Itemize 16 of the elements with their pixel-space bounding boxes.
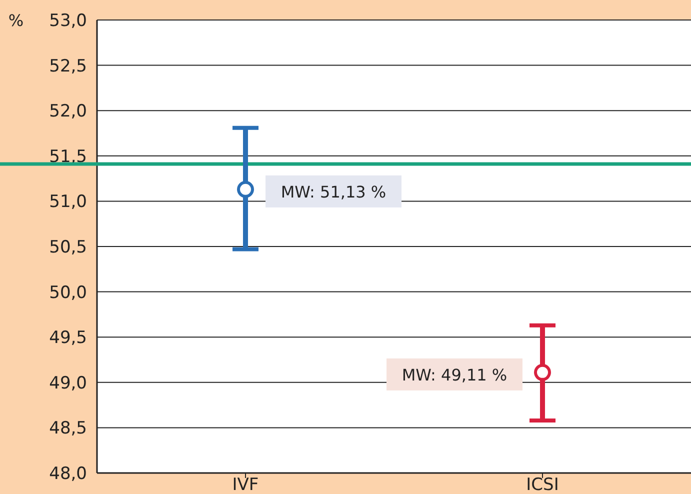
x-tick-label: IVF [232,475,259,494]
data-label: MW: 51,13 % [280,182,386,202]
y-axis-title: % [8,11,24,30]
x-tick-label: ICSI [526,475,559,494]
y-tick-label: 51,0 [49,192,87,212]
y-tick-label: 48,5 [49,418,87,439]
y-tick-label: 52,5 [49,56,87,76]
y-tick-label: 51,5 [49,146,87,167]
y-tick-label: 49,5 [49,328,87,348]
y-tick-label: 52,0 [49,102,87,122]
y-tick-label: 50,5 [49,238,87,258]
y-tick-label: 53,0 [49,11,87,31]
y-tick-label: 48,0 [49,464,87,484]
y-tick-label: 50,0 [49,282,87,303]
y-tick-label: 49,0 [49,373,87,394]
data-label: MW: 49,11 % [402,365,508,384]
